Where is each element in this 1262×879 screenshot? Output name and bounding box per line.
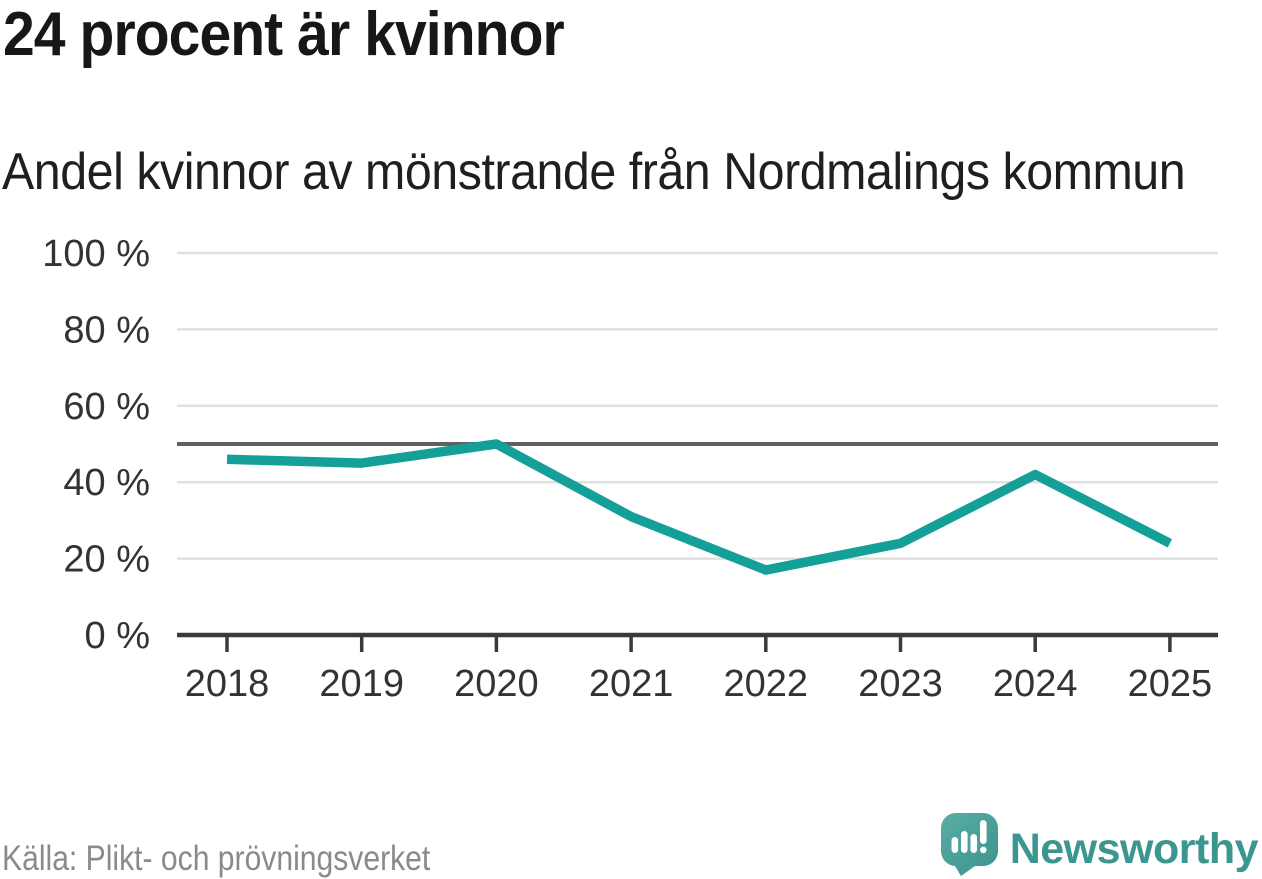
x-axis-label: 2023	[858, 663, 943, 705]
x-axis-label: 2021	[589, 663, 674, 705]
x-axis-label: 2018	[185, 663, 270, 705]
speech-bubble-shape	[940, 813, 998, 876]
chart-title: 24 procent är kvinnor	[3, 0, 565, 69]
x-axis-label: 2022	[724, 663, 809, 705]
y-axis-label: 80 %	[63, 309, 150, 351]
newsworthy-logo: Newsworthy	[940, 813, 1259, 877]
source-note: Källa: Plikt- och prövningsverket	[2, 839, 431, 878]
y-axis-label: 20 %	[63, 539, 150, 581]
y-axis-label: 100 %	[42, 233, 150, 275]
y-axis-label: 60 %	[63, 386, 150, 428]
y-axis-label: 40 %	[63, 462, 150, 504]
x-axis-label: 2019	[319, 663, 404, 705]
x-axis-label: 2025	[1128, 663, 1213, 705]
y-axis-label: 0 %	[85, 615, 150, 657]
newsworthy-logo-icon	[940, 813, 998, 876]
newsworthy-logo-text: Newsworthy	[1009, 825, 1259, 873]
x-axis-label: 2024	[993, 663, 1078, 705]
x-axis-label: 2020	[454, 663, 539, 705]
data-series-line	[226, 439, 1173, 575]
bar-chart-exclamation-glyph	[951, 820, 987, 854]
chart-subtitle: Andel kvinnor av mönstrande från Nordmal…	[2, 143, 1186, 201]
